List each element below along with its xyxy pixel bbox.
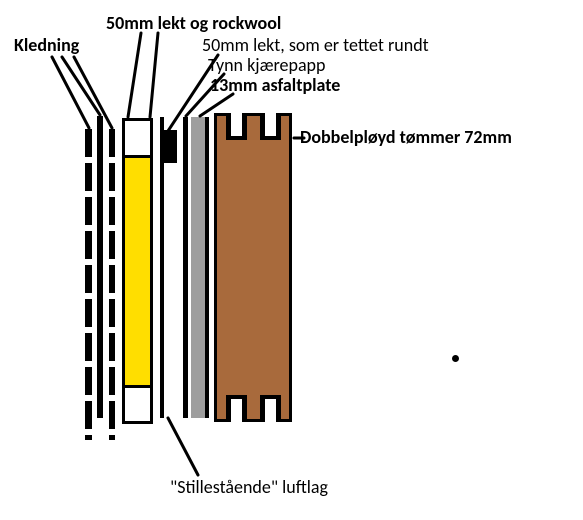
label-asfaltplate: 13mm asfaltplate: [210, 76, 340, 96]
timber-bot-notch-left-t: [226, 395, 247, 399]
label-kledning: Kledning: [14, 36, 79, 56]
label-lekt-rockwool: 50mm lekt og rockwool: [106, 14, 281, 34]
timber-top-notch-right-l: [260, 113, 265, 138]
cladding-solid: [97, 116, 103, 418]
kjarepapp-line: [183, 117, 188, 418]
label-luftlag: "Stillestående" luftlag: [170, 478, 328, 498]
diagram-canvas: Kledning 50mm lekt og rockwool 50mm lekt…: [0, 0, 583, 520]
timber-top-notch-left-b: [226, 136, 247, 140]
timber-bot-notch-left-r: [242, 397, 247, 422]
asfaltplate-right-line: [205, 117, 209, 418]
timber-bot-notch-right-l: [260, 397, 265, 422]
timber-bot-notch-right-t: [260, 395, 281, 399]
label-tommer: Dobbelpløyd tømmer 72mm: [300, 128, 512, 148]
timber-top-notch-right-b: [260, 136, 281, 140]
rockwool-fill: [125, 158, 150, 385]
timber-top-notch-left-r: [242, 113, 247, 138]
cladding-outer-dash: [85, 129, 92, 440]
rockwool-div-top: [122, 155, 153, 158]
stray-dot: [452, 355, 459, 362]
timber-top-notch-left-l: [226, 113, 231, 138]
rockwool-div-bottom: [122, 385, 153, 388]
timber-bot-notch-right-r: [276, 397, 281, 422]
timber-top-notch-right-r: [276, 113, 281, 138]
cladding-inner-dash: [109, 129, 115, 440]
timber-bot-notch-left-l: [226, 397, 231, 422]
lekt-black-block: [162, 130, 177, 163]
asfaltplate-column: [191, 117, 205, 418]
label-lekt-tettet: 50mm lekt, som er tettet rundt: [202, 36, 429, 56]
label-kjarepapp: Tynn kjærepapp: [208, 56, 325, 76]
timber-block: [214, 113, 292, 422]
